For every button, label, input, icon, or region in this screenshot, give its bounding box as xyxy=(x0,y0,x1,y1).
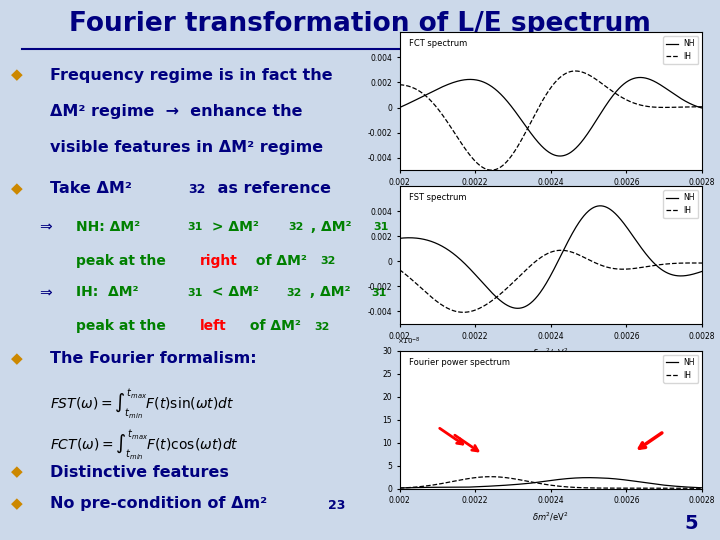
Text: NH: ΔM²: NH: ΔM² xyxy=(76,220,145,234)
Text: Fourier power spectrum: Fourier power spectrum xyxy=(409,358,510,367)
Text: ◆: ◆ xyxy=(11,351,22,366)
Text: ◆: ◆ xyxy=(11,181,22,196)
Text: 5: 5 xyxy=(685,514,698,534)
Text: as reference: as reference xyxy=(212,181,331,196)
Text: The Fourier formalism:: The Fourier formalism: xyxy=(50,351,257,366)
Text: 32: 32 xyxy=(314,322,329,332)
Legend: NH, IH: NH, IH xyxy=(663,36,698,64)
X-axis label: $\delta m^2$/eV$^2$: $\delta m^2$/eV$^2$ xyxy=(533,192,569,205)
Text: ◆: ◆ xyxy=(11,464,22,480)
Text: Fourier transformation of L/E spectrum: Fourier transformation of L/E spectrum xyxy=(69,11,651,37)
Text: IH:  ΔM²: IH: ΔM² xyxy=(76,285,143,299)
Text: 31: 31 xyxy=(187,222,202,232)
Text: No pre-condition of Δm²: No pre-condition of Δm² xyxy=(50,496,268,511)
Legend: NH, IH: NH, IH xyxy=(663,355,698,383)
Text: 31: 31 xyxy=(372,288,387,298)
Text: peak at the: peak at the xyxy=(76,319,171,333)
Text: right: right xyxy=(200,254,238,268)
Text: 32: 32 xyxy=(320,256,336,266)
Text: > ΔM²: > ΔM² xyxy=(207,220,264,234)
Text: left: left xyxy=(200,319,227,333)
Text: Distinctive features: Distinctive features xyxy=(50,464,229,480)
Text: ⇒: ⇒ xyxy=(40,285,53,300)
Text: of ΔM²: of ΔM² xyxy=(245,319,305,333)
Text: FCT spectrum: FCT spectrum xyxy=(409,39,467,48)
Text: peak at the: peak at the xyxy=(76,254,171,268)
Text: 32: 32 xyxy=(287,288,302,298)
Text: visible features in ΔM² regime: visible features in ΔM² regime xyxy=(50,140,323,155)
Text: 31: 31 xyxy=(187,288,202,298)
Text: of ΔM²: of ΔM² xyxy=(251,254,311,268)
Text: Take ΔM²: Take ΔM² xyxy=(50,181,138,196)
Text: 23: 23 xyxy=(328,500,345,512)
Text: ◆: ◆ xyxy=(11,496,22,511)
X-axis label: $\delta m^2$/eV$^2$: $\delta m^2$/eV$^2$ xyxy=(533,511,569,523)
Text: < ΔM²: < ΔM² xyxy=(207,285,264,299)
Text: 32: 32 xyxy=(288,222,303,232)
X-axis label: $\delta m^2$/eV$^2$: $\delta m^2$/eV$^2$ xyxy=(533,346,569,359)
Legend: NH, IH: NH, IH xyxy=(663,190,698,218)
Text: , ΔM²: , ΔM² xyxy=(306,220,356,234)
Text: $\times 10^{-8}$: $\times 10^{-8}$ xyxy=(397,335,420,347)
Text: ΔM² regime  →  enhance the: ΔM² regime → enhance the xyxy=(50,104,303,119)
Text: ◆: ◆ xyxy=(11,68,22,83)
Text: , ΔM²: , ΔM² xyxy=(305,285,356,299)
Text: 31: 31 xyxy=(373,222,388,232)
Text: 32: 32 xyxy=(189,183,206,196)
Text: FST spectrum: FST spectrum xyxy=(409,193,466,202)
Text: $FST(\omega) = \int_{t_{min}}^{t_{max}} F(t)\sin(\omega t)dt$: $FST(\omega) = \int_{t_{min}}^{t_{max}} … xyxy=(50,387,235,421)
Text: Frequency regime is in fact the: Frequency regime is in fact the xyxy=(50,68,333,83)
Text: $FCT(\omega) = \int_{t_{min}}^{t_{max}} F(t)\cos(\omega t)dt$: $FCT(\omega) = \int_{t_{min}}^{t_{max}} … xyxy=(50,428,239,462)
Text: ⇒: ⇒ xyxy=(40,220,53,234)
